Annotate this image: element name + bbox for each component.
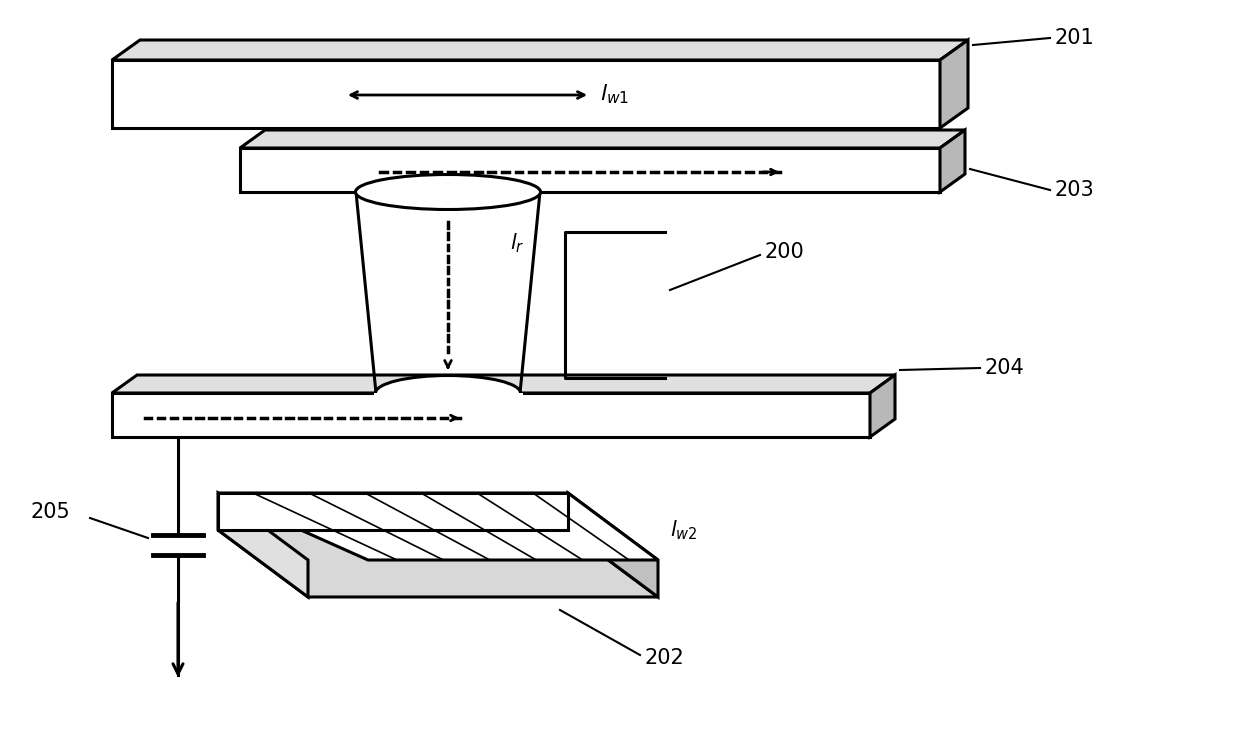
- Text: $\mathit{l}_{w1}$: $\mathit{l}_{w1}$: [600, 82, 629, 106]
- Polygon shape: [112, 375, 895, 393]
- Text: $\mathit{l}_{w2}$: $\mathit{l}_{w2}$: [670, 518, 698, 542]
- Polygon shape: [940, 130, 965, 192]
- Text: 201: 201: [1054, 28, 1095, 48]
- Polygon shape: [940, 40, 968, 128]
- Polygon shape: [356, 192, 540, 393]
- Text: $\mathit{l}_{r}$: $\mathit{l}_{r}$: [510, 231, 524, 255]
- Polygon shape: [567, 493, 658, 597]
- Polygon shape: [112, 393, 870, 437]
- Polygon shape: [112, 40, 968, 60]
- Ellipse shape: [356, 175, 540, 209]
- Polygon shape: [218, 530, 658, 597]
- Text: 202: 202: [646, 648, 685, 668]
- Text: 203: 203: [1054, 180, 1095, 200]
- Text: 205: 205: [30, 502, 69, 522]
- Text: 204: 204: [985, 358, 1025, 378]
- Polygon shape: [112, 60, 940, 128]
- Polygon shape: [240, 148, 940, 192]
- Polygon shape: [240, 130, 965, 148]
- Ellipse shape: [375, 376, 520, 410]
- Polygon shape: [218, 493, 567, 530]
- Bar: [374, 393, 523, 412]
- Text: 200: 200: [764, 242, 805, 262]
- Polygon shape: [218, 493, 658, 560]
- Polygon shape: [218, 493, 309, 597]
- Polygon shape: [870, 375, 895, 437]
